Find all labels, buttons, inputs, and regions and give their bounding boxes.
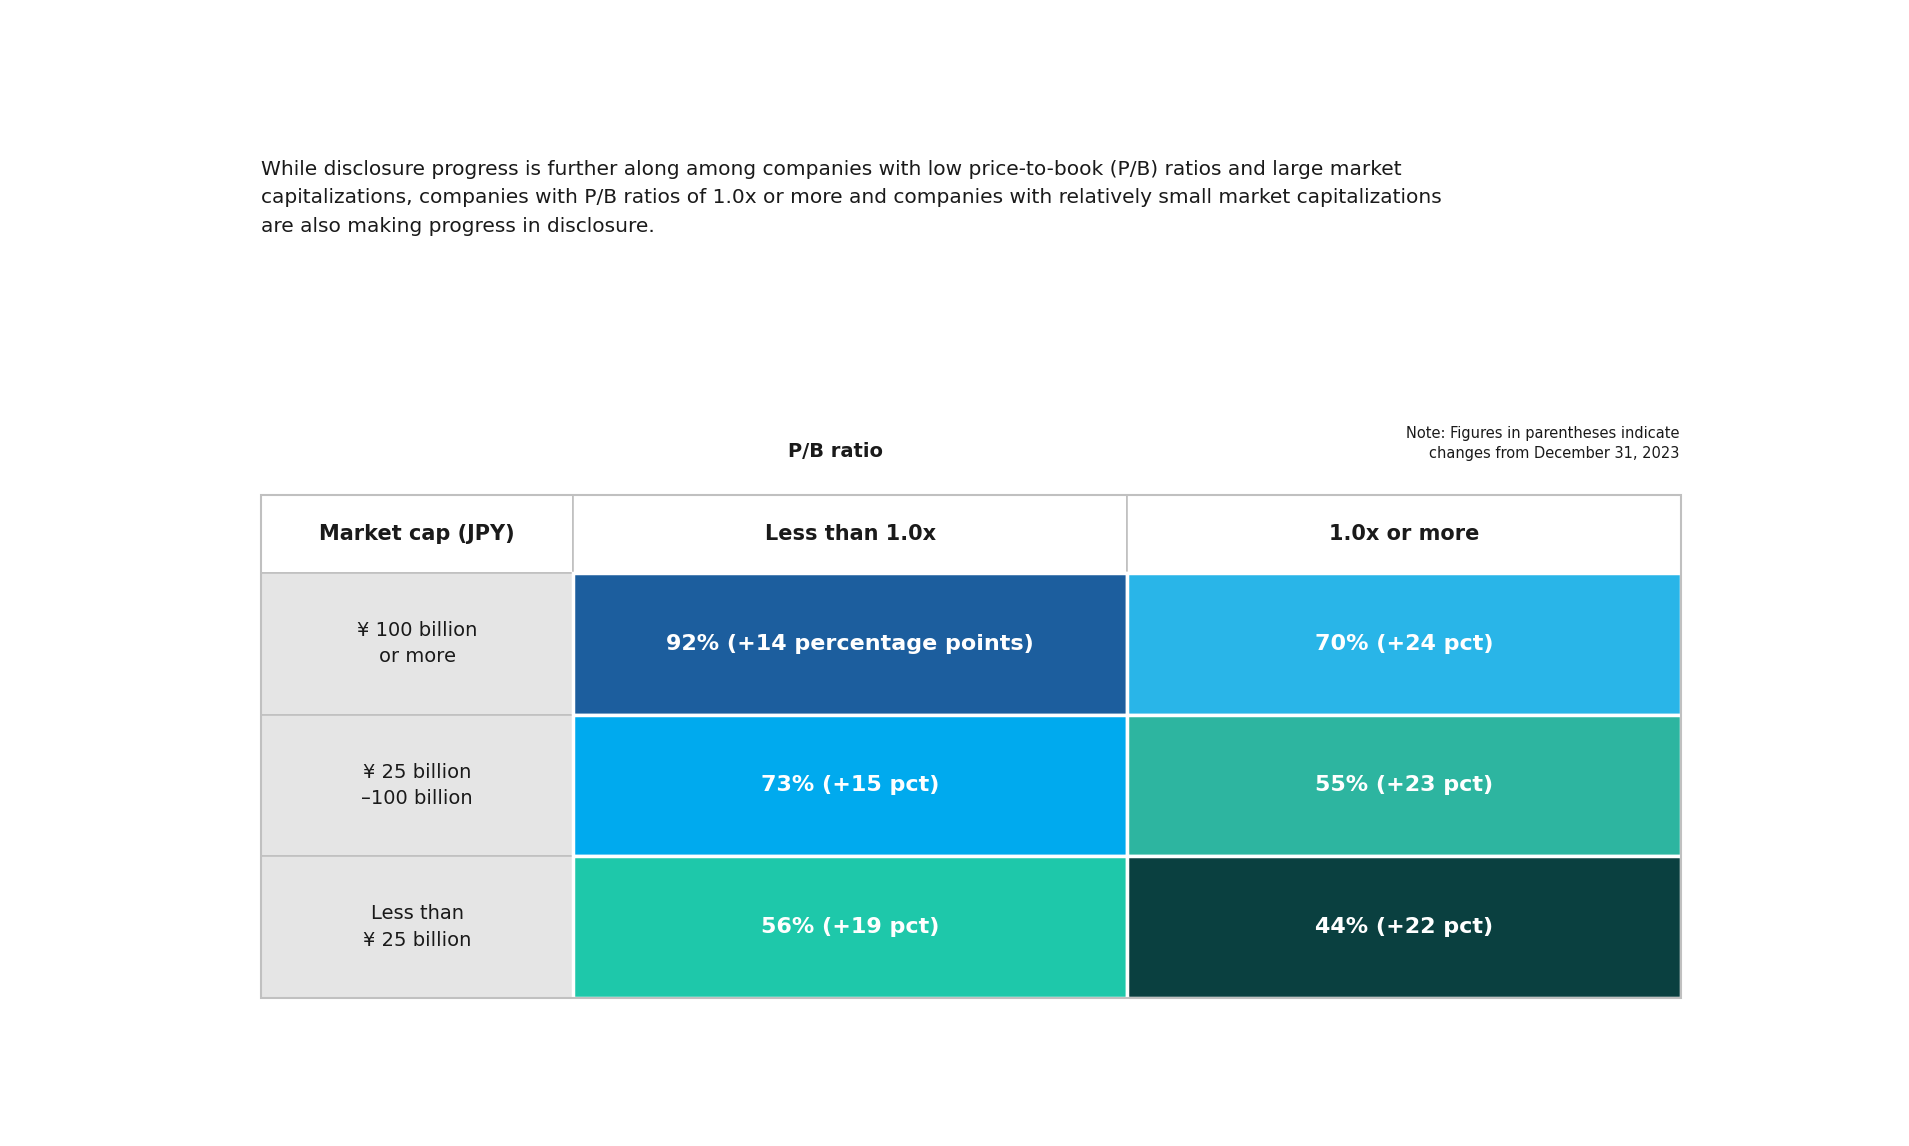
Bar — [262, 495, 1682, 998]
Bar — [573, 495, 1126, 573]
Text: Less than
¥ 25 billion: Less than ¥ 25 billion — [363, 904, 472, 950]
Text: Less than 1.0x: Less than 1.0x — [766, 524, 935, 544]
Bar — [1126, 495, 1682, 573]
Bar — [262, 856, 573, 998]
Text: 56% (+19 pct): 56% (+19 pct) — [762, 917, 939, 937]
Bar — [262, 573, 573, 715]
Text: 92% (+14 percentage points): 92% (+14 percentage points) — [666, 634, 1035, 653]
Bar — [573, 856, 1126, 998]
Text: ¥ 100 billion
or more: ¥ 100 billion or more — [357, 621, 477, 667]
Text: Market cap (JPY): Market cap (JPY) — [319, 524, 515, 544]
Text: 73% (+15 pct): 73% (+15 pct) — [762, 776, 939, 795]
Bar — [262, 495, 573, 573]
Bar — [1126, 856, 1682, 998]
Text: Note: Figures in parentheses indicate
changes from December 31, 2023: Note: Figures in parentheses indicate ch… — [1407, 426, 1680, 462]
Text: ¥ 25 billion
–100 billion: ¥ 25 billion –100 billion — [361, 762, 473, 808]
Text: P/B ratio: P/B ratio — [788, 442, 884, 462]
Bar — [262, 715, 573, 856]
Text: 70% (+24 pct): 70% (+24 pct) — [1315, 634, 1493, 653]
Text: 1.0x or more: 1.0x or more — [1329, 524, 1479, 544]
Bar — [1126, 715, 1682, 856]
Bar — [573, 573, 1126, 715]
Text: While disclosure progress is further along among companies with low price-to-boo: While disclosure progress is further alo… — [262, 159, 1441, 236]
Text: 55% (+23 pct): 55% (+23 pct) — [1315, 776, 1493, 795]
Bar — [573, 715, 1126, 856]
Text: 44% (+22 pct): 44% (+22 pct) — [1315, 917, 1493, 937]
Bar — [1126, 573, 1682, 715]
